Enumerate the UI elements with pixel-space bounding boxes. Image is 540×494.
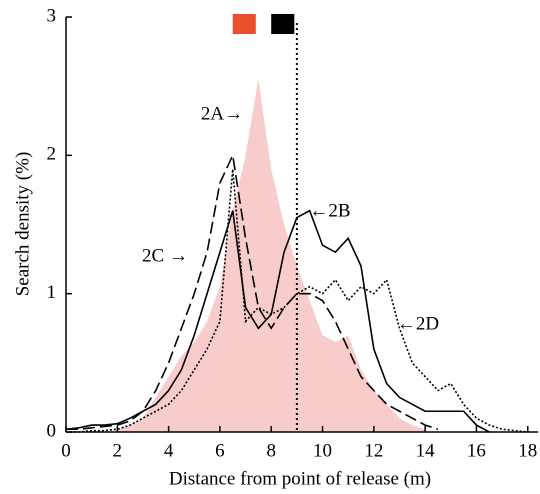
- x-tick-label: 10: [313, 440, 332, 461]
- annotation: ←2B: [309, 200, 350, 221]
- range-marker: [271, 14, 295, 34]
- y-tick-label: 2: [47, 144, 57, 165]
- annotation: 2A→: [201, 103, 243, 124]
- y-tick-label: 3: [47, 5, 57, 26]
- y-axis-label: Search density (%): [12, 152, 33, 297]
- annotation: ←2D: [397, 313, 439, 334]
- x-tick-label: 2: [113, 440, 123, 461]
- range-marker: [232, 14, 256, 34]
- x-tick-label: 14: [416, 440, 436, 461]
- x-tick-label: 18: [518, 440, 537, 461]
- annotation: 2C →: [142, 245, 188, 266]
- x-tick-label: 8: [266, 440, 276, 461]
- series-dashed: [66, 152, 439, 431]
- series-solid: [65, 209, 490, 433]
- x-axis-label: Distance from point of release (m): [169, 468, 431, 489]
- x-tick-label: 12: [364, 440, 383, 461]
- series-area: [117, 79, 426, 432]
- x-tick-label: 4: [164, 440, 174, 461]
- y-tick-label: 1: [47, 282, 57, 303]
- x-tick-label: 0: [61, 440, 71, 461]
- x-tick-label: 6: [215, 440, 225, 461]
- x-tick-label: 16: [467, 440, 486, 461]
- y-tick-label: 0: [47, 420, 57, 441]
